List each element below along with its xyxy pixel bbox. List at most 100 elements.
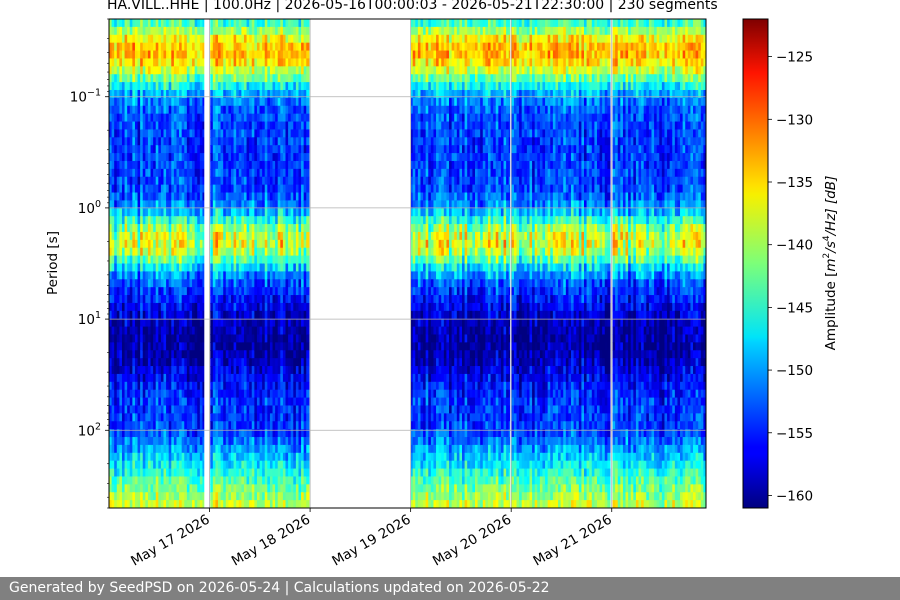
spectrogram-cell [202, 19, 206, 28]
spectrogram-cell [218, 492, 222, 501]
spectrogram-cell [215, 224, 219, 233]
spectrogram-cell [275, 397, 279, 407]
spectrogram-cell [189, 176, 193, 186]
spectrogram-cell [199, 381, 204, 391]
spectrogram-cell [228, 405, 232, 414]
spectrogram-cell [288, 295, 292, 304]
spectrogram-cell [215, 184, 219, 194]
spectrogram-cell [210, 342, 214, 351]
spectrogram-cell [119, 421, 123, 430]
spectrogram-cell [228, 184, 232, 194]
spectrogram-cell [285, 310, 289, 320]
spectrogram-cell [145, 145, 149, 154]
spectrogram-cell [121, 239, 126, 249]
spectrogram-cell [301, 476, 305, 485]
spectrogram-cell [410, 318, 414, 328]
spectrogram-cell [303, 429, 307, 438]
spectrogram-cell [272, 74, 276, 83]
spectrogram-cell [415, 310, 419, 320]
spectrogram-cell [412, 381, 416, 391]
spectrogram-cell [145, 302, 149, 312]
spectrogram-cell [142, 121, 146, 131]
spectrogram-cell [293, 429, 297, 438]
spectrogram-cell [119, 476, 123, 485]
spectrogram-cell [298, 19, 302, 28]
spectrogram-cell [423, 42, 427, 52]
spectrogram-cell [134, 42, 139, 52]
spectrogram-cell [267, 263, 271, 272]
spectrogram-cell [241, 500, 245, 508]
spectrogram-cell [264, 34, 268, 44]
spectrogram-cell [184, 295, 188, 304]
spectrogram-cell [194, 19, 198, 28]
spectrogram-cell [231, 239, 235, 249]
spectrogram-cell [417, 358, 422, 367]
spectrogram-cell [166, 224, 170, 233]
spectrogram-cell [111, 176, 115, 186]
spectrogram-cell [145, 413, 149, 422]
spectrogram-cell [160, 97, 165, 107]
spectrogram-cell [176, 484, 180, 493]
spectrogram-cell [160, 366, 165, 375]
spectrogram-cell [301, 271, 305, 280]
spectrogram-cell [147, 113, 152, 123]
spectrogram-cell [233, 389, 237, 399]
spectrogram-cell [171, 200, 175, 209]
spectrogram-cell [124, 366, 128, 375]
spectrogram-cell [215, 302, 219, 312]
spectrogram-cell [259, 429, 263, 438]
spectrogram-cell [202, 192, 206, 202]
spectrogram-cell [295, 200, 300, 209]
spectrogram-cell [303, 468, 307, 478]
spectrogram-cell [155, 50, 159, 60]
spectrogram-cell [166, 310, 170, 320]
spectrogram-cell [264, 279, 268, 288]
spectrogram-cell [134, 216, 139, 225]
spectrogram-cell [280, 318, 284, 328]
spectrogram-cell [176, 34, 180, 44]
spectrogram-cell [202, 366, 206, 375]
spectrogram-cell [158, 255, 162, 265]
spectrogram-cell [173, 247, 178, 257]
spectrogram-cell [285, 255, 289, 265]
spectrogram-cell [202, 389, 206, 399]
spectrogram-cell [233, 176, 237, 186]
spectrogram-cell [127, 26, 131, 36]
spectrogram-cell [233, 153, 237, 162]
spectrogram-cell [176, 358, 180, 367]
spectrogram-cell [298, 279, 302, 288]
spectrogram-cell [121, 287, 126, 296]
spectrogram-cell [134, 358, 139, 367]
spectrogram-cell [153, 389, 157, 399]
spectrogram-cell [129, 160, 133, 170]
spectrogram-cell [277, 263, 281, 272]
spectrogram-cell [285, 192, 289, 202]
spectrogram-cell [262, 389, 266, 399]
spectrogram-cell [194, 247, 198, 257]
spectrogram-cell [109, 421, 113, 430]
spectrogram-cell [423, 239, 427, 249]
spectrogram-cell [295, 484, 300, 493]
spectrogram-cell [132, 129, 136, 138]
spectrogram-cell [140, 437, 144, 446]
spectrogram-cell [243, 373, 248, 383]
spectrogram-cell [228, 113, 232, 123]
spectrogram-cell [295, 287, 300, 296]
spectrogram-cell [280, 468, 284, 478]
spectrogram-cell [150, 66, 154, 75]
spectrogram-cell [269, 295, 274, 304]
spectrogram-cell [199, 42, 204, 52]
spectrogram-cell [246, 121, 250, 131]
spectrogram-cell [184, 208, 188, 217]
spectrogram-cell [231, 19, 235, 28]
spectrogram-cell [262, 137, 266, 146]
spectrogram-cell [142, 168, 146, 178]
spectrogram-cell [140, 231, 144, 241]
spectrogram-cell [275, 208, 279, 217]
spectrogram-cell [147, 160, 152, 170]
spectrogram-cell [111, 160, 115, 170]
spectrogram-cell [301, 326, 305, 336]
spectrogram-cell [254, 444, 258, 454]
spectrogram-cell [254, 168, 258, 178]
spectrogram-cell [116, 58, 120, 67]
